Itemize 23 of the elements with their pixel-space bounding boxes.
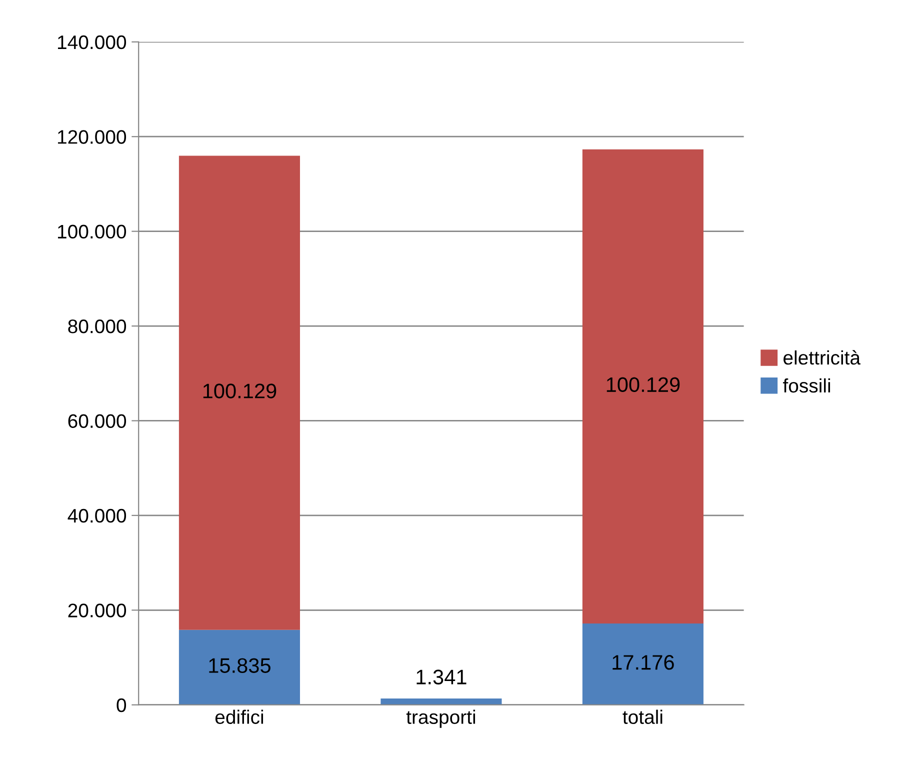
x-tick-label: totali <box>622 710 662 724</box>
y-tick-label: 40.000 <box>68 508 126 523</box>
y-tick-label: 0 <box>116 698 126 712</box>
x-tick-label: trasporti <box>406 710 476 728</box>
y-tick-label: 80.000 <box>68 319 126 334</box>
data-label: 1.341 <box>416 670 466 684</box>
bar <box>178 630 300 705</box>
data-label: 100.129 <box>203 384 276 398</box>
x-tick-label: edifici <box>215 710 264 724</box>
bar <box>380 698 502 705</box>
y-tick-label: 100.000 <box>58 224 126 239</box>
legend-label: fossili <box>782 378 830 393</box>
bar <box>582 624 704 705</box>
bar <box>582 149 704 624</box>
data-label: 15.835 <box>209 658 270 673</box>
y-tick-label: 20.000 <box>68 604 126 618</box>
y-tick-label: 60.000 <box>68 414 126 428</box>
data-label: 100.129 <box>606 377 680 392</box>
data-label: 17.176 <box>612 655 674 670</box>
bar <box>178 156 300 630</box>
y-tick-label: 120.000 <box>58 130 126 144</box>
y-tick-label: 140.000 <box>58 35 126 50</box>
legend-label: elettricità <box>784 350 861 365</box>
